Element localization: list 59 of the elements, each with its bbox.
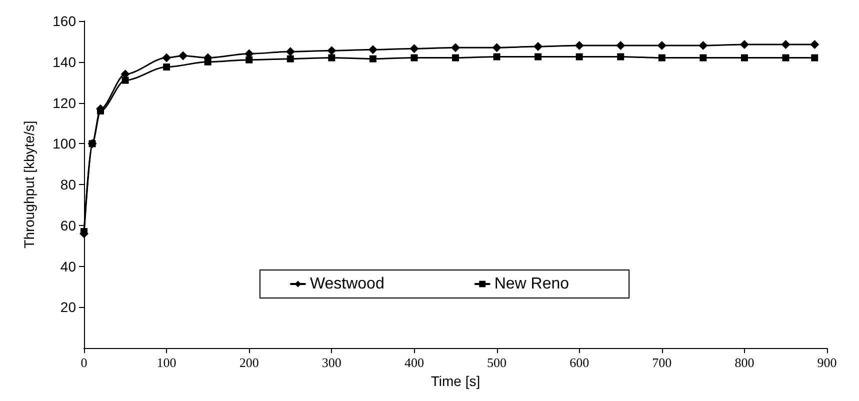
y-tick-label: 160 — [52, 13, 76, 29]
point — [492, 43, 502, 52]
legend-label: Westwood — [310, 276, 384, 292]
point — [88, 140, 96, 148]
x-tick-label: 100 — [156, 355, 176, 370]
y-tick-label: 20 — [60, 299, 76, 316]
y-tick-label: 40 — [60, 258, 76, 274]
y-tick-label: 140 — [52, 54, 76, 70]
point — [246, 56, 253, 64]
point — [369, 55, 376, 62]
x-tick-label: 900 — [817, 355, 837, 370]
point — [576, 53, 583, 60]
point — [811, 54, 818, 62]
point — [616, 41, 626, 50]
y-axis-title: Throughput [kbyte/s] — [21, 120, 37, 248]
y-tick-label: 80 — [60, 176, 76, 193]
point — [327, 46, 336, 56]
point — [204, 58, 212, 66]
x-tick-label: 700 — [652, 355, 672, 370]
point — [368, 45, 378, 54]
point — [700, 54, 707, 62]
point — [410, 44, 419, 54]
point — [781, 40, 790, 50]
point — [80, 228, 88, 236]
point — [740, 54, 748, 62]
point — [534, 53, 542, 60]
point — [657, 41, 666, 50]
point — [452, 54, 459, 62]
point — [810, 40, 820, 50]
x-tick-label: 0 — [80, 355, 88, 370]
point — [122, 76, 129, 84]
point — [328, 54, 336, 62]
legend-label: New Reno — [494, 276, 570, 292]
point — [698, 41, 708, 50]
point — [286, 47, 295, 56]
point — [740, 40, 749, 50]
x-tick-label: 300 — [322, 355, 342, 370]
x-tick-label: 500 — [487, 355, 507, 370]
point — [617, 53, 624, 60]
point — [410, 54, 418, 62]
point — [534, 42, 543, 52]
point — [782, 54, 790, 62]
point — [493, 53, 500, 60]
y-tick-label: 60 — [60, 217, 76, 234]
point — [574, 41, 584, 50]
point — [178, 51, 188, 60]
point — [97, 107, 104, 114]
x-tick-label: 800 — [734, 355, 754, 370]
point — [162, 53, 172, 62]
y-tick-label: 120 — [52, 94, 76, 111]
point — [286, 55, 294, 62]
point — [451, 43, 460, 52]
point — [658, 54, 666, 62]
x-axis-title: Time [s] — [430, 373, 480, 389]
x-tick-label: 200 — [239, 355, 259, 370]
y-tick-label: 100 — [52, 136, 76, 152]
x-tick-label: 400 — [404, 355, 424, 370]
x-tick-label: 600 — [570, 355, 590, 370]
point — [163, 64, 170, 70]
